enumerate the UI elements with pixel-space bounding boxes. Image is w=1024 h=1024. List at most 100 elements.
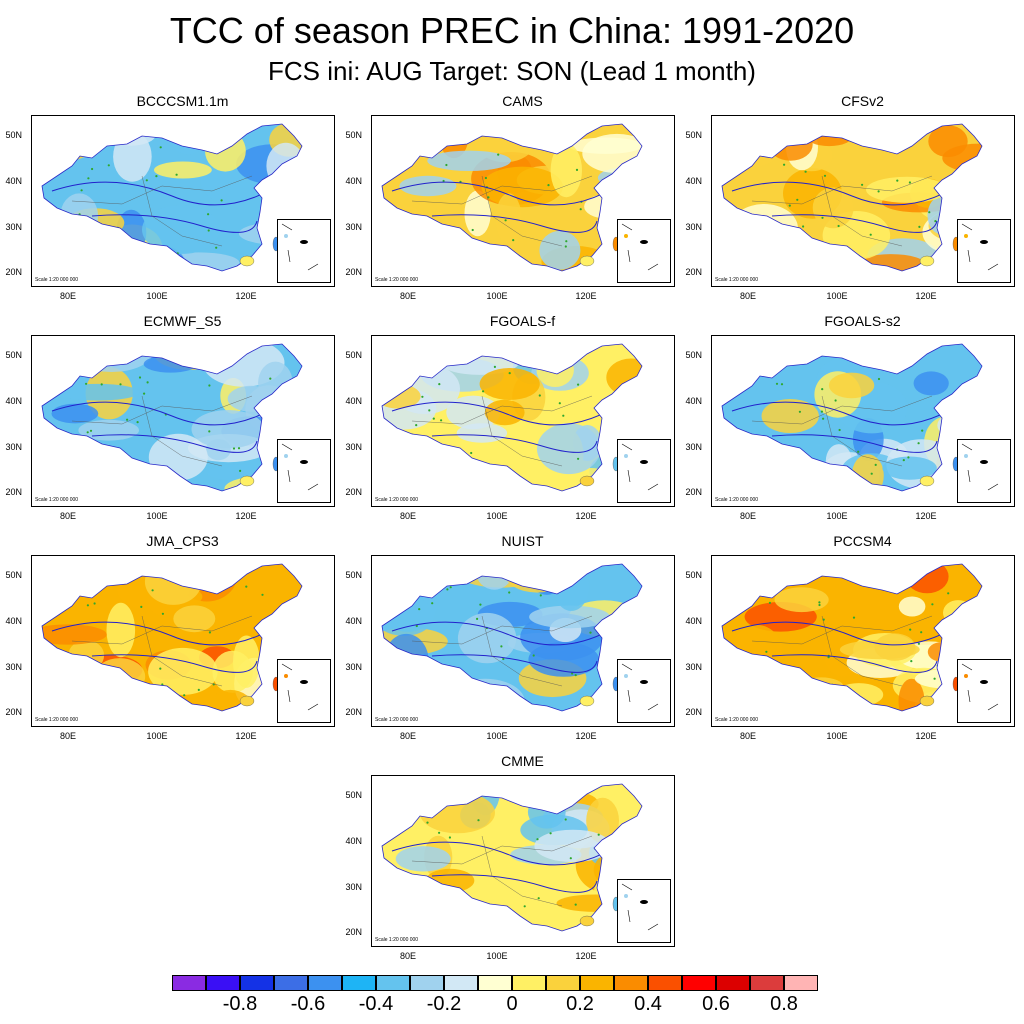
- lat-tick-label: 30N: [685, 222, 702, 232]
- lat-tick-label: 30N: [685, 442, 702, 452]
- lat-tick-label: 20N: [5, 487, 22, 497]
- map-frame: Scale 1:20 000 000: [31, 555, 335, 727]
- map-panel: CFSv2 Scale 1:20 000 000 50N 40N 30N 20N 80E…: [685, 93, 1015, 301]
- map-panel: JMA_CPS3 Scale 1:20 000 000 50N 40N 30N 20N…: [5, 533, 335, 741]
- colorbar-swatch: [648, 975, 682, 991]
- colorbar: [172, 975, 818, 991]
- lat-tick-label: 40N: [685, 176, 702, 186]
- scale-text: Scale 1:20 000 000: [35, 277, 79, 283]
- colorbar-swatch: [546, 975, 580, 991]
- colorbar-swatch: [240, 975, 274, 991]
- lon-tick-label: 100E: [826, 511, 848, 521]
- lon-tick-label: 100E: [486, 511, 508, 521]
- map-panel: ECMWF_S5 Scale 1:20 000 000 50N 40N 30N 20N…: [5, 313, 335, 521]
- lon-tick-label: 80E: [739, 731, 756, 741]
- colorbar-label: 0.4: [634, 993, 662, 1015]
- lat-tick-label: 30N: [685, 662, 702, 672]
- south-china-sea-inset: [277, 439, 331, 503]
- lat-tick-label: 40N: [685, 616, 702, 626]
- colorbar-swatch: [478, 975, 512, 991]
- lon-tick-label: 120E: [575, 511, 597, 521]
- colorbar-label: -0.6: [290, 993, 326, 1015]
- chart-title: TCC of season PREC in China: 1991-2020: [169, 10, 855, 51]
- colorbar-swatch: [274, 975, 308, 991]
- colorbar-label: -0.8: [222, 993, 258, 1015]
- lat-tick-label: 40N: [685, 396, 702, 406]
- scale-text: Scale 1:20 000 000: [375, 717, 419, 723]
- colorbar-swatch: [206, 975, 240, 991]
- lon-tick-label: 100E: [826, 731, 848, 741]
- lat-tick-label: 30N: [345, 882, 362, 892]
- lat-tick-label: 50N: [685, 570, 702, 580]
- south-china-sea-inset: [617, 439, 671, 503]
- map-panel: PCCSM4 Scale 1:20 000 000 50N 40N 30N 20N 80…: [685, 533, 1015, 741]
- lat-tick-label: 40N: [345, 396, 362, 406]
- south-china-sea-inset: [957, 659, 1011, 723]
- south-china-sea-inset: [957, 219, 1011, 283]
- map-frame: Scale 1:20 000 000: [371, 775, 675, 947]
- map-panel: CMME Scale 1:20 000 000 50N 40N 30N 20N 80E 1…: [345, 753, 675, 961]
- colorbar-swatch: [376, 975, 410, 991]
- lon-tick-label: 100E: [486, 951, 508, 961]
- lat-tick-label: 50N: [5, 350, 22, 360]
- lon-tick-label: 120E: [915, 731, 937, 741]
- lat-tick-label: 50N: [5, 130, 22, 140]
- lat-tick-label: 40N: [5, 396, 22, 406]
- lon-tick-label: 100E: [146, 291, 168, 301]
- lon-tick-label: 80E: [59, 731, 76, 741]
- panel-title: CAMS: [502, 93, 543, 109]
- map-panel: FGOALS-f Scale 1:20 000 000 50N 40N 30N 20N…: [345, 313, 675, 521]
- south-china-sea-inset: [957, 439, 1011, 503]
- colorbar-label: 0.8: [770, 993, 798, 1015]
- lon-tick-label: 80E: [399, 731, 416, 741]
- lat-tick-label: 30N: [345, 442, 362, 452]
- map-frame: Scale 1:20 000 000: [711, 115, 1015, 287]
- china-map: [712, 556, 1014, 726]
- map-panel: CAMS Scale 1:20 000 000 50N 40N 30N 20N 80E 1…: [345, 93, 675, 301]
- lat-tick-label: 50N: [345, 570, 362, 580]
- map-frame: Scale 1:20 000 000: [711, 555, 1015, 727]
- lat-tick-label: 20N: [345, 487, 362, 497]
- china-map: [372, 116, 674, 286]
- lat-tick-label: 20N: [685, 707, 702, 717]
- lat-tick-label: 40N: [5, 176, 22, 186]
- scale-text: Scale 1:20 000 000: [715, 497, 759, 503]
- colorbar-swatch: [308, 975, 342, 991]
- scale-text: Scale 1:20 000 000: [375, 937, 419, 943]
- lat-tick-label: 20N: [685, 487, 702, 497]
- lon-tick-label: 120E: [915, 291, 937, 301]
- lat-tick-label: 20N: [345, 267, 362, 277]
- south-china-sea-inset: [617, 659, 671, 723]
- lat-tick-label: 30N: [5, 442, 22, 452]
- lat-tick-label: 20N: [345, 707, 362, 717]
- colorbar-swatch: [580, 975, 614, 991]
- colorbar-swatch: [716, 975, 750, 991]
- scale-text: Scale 1:20 000 000: [35, 717, 79, 723]
- lon-tick-label: 120E: [915, 511, 937, 521]
- panel-title: JMA_CPS3: [146, 533, 219, 549]
- lon-tick-label: 120E: [575, 951, 597, 961]
- colorbar-swatch: [172, 975, 206, 991]
- lat-tick-label: 30N: [5, 222, 22, 232]
- colorbar-label: -0.2: [426, 993, 462, 1015]
- panel-title: ECMWF_S5: [143, 313, 222, 329]
- lat-tick-label: 20N: [345, 927, 362, 937]
- scale-text: Scale 1:20 000 000: [35, 497, 79, 503]
- chart-subtitle: FCS ini: AUG Target: SON (Lead 1 month): [268, 56, 756, 86]
- lon-tick-label: 100E: [146, 511, 168, 521]
- lat-tick-label: 40N: [345, 836, 362, 846]
- lon-tick-label: 80E: [59, 511, 76, 521]
- colorbar-label: -0.4: [358, 993, 394, 1015]
- scale-text: Scale 1:20 000 000: [715, 717, 759, 723]
- lat-tick-label: 20N: [685, 267, 702, 277]
- map-frame: Scale 1:20 000 000: [31, 335, 335, 507]
- map-panel: BCCCSM1.1m Scale 1:20 000 000 50N 40N 30N 2…: [5, 93, 335, 301]
- map-panel: NUIST Scale 1:20 000 000 50N 40N 30N 20N 80E…: [345, 533, 675, 741]
- lat-tick-label: 40N: [345, 176, 362, 186]
- colorbar-swatch: [750, 975, 784, 991]
- scale-text: Scale 1:20 000 000: [715, 277, 759, 283]
- lon-tick-label: 120E: [235, 731, 257, 741]
- lon-tick-label: 120E: [575, 291, 597, 301]
- panel-title: CFSv2: [841, 93, 884, 109]
- map-frame: Scale 1:20 000 000: [371, 555, 675, 727]
